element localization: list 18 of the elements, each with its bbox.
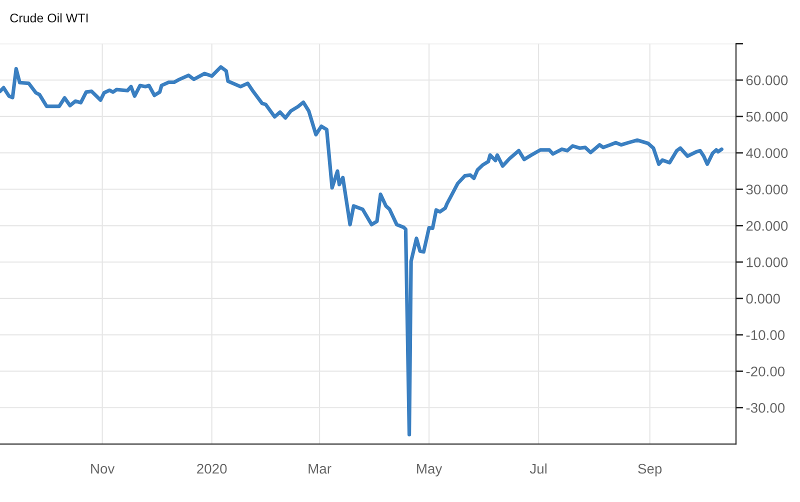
chart-title: Crude Oil WTI (10, 13, 88, 22)
x-tick-label: Sep (638, 464, 662, 476)
x-tick-label: Jul (530, 463, 546, 474)
y-tick-label: 20.000 (746, 220, 788, 231)
y-tick-label: 50.000 (746, 112, 788, 122)
x-tick-label: May (417, 464, 442, 476)
y-tick-label: 10.000 (746, 257, 788, 268)
y-tick-label: 40.000 (746, 148, 788, 158)
line-series (0, 65, 724, 436)
x-tick-label: 2020 (197, 464, 227, 474)
y-tick-label: 0.000 (746, 294, 780, 304)
y-tick-label: -10.00 (746, 330, 785, 340)
y-tick-label: 60.000 (746, 75, 788, 86)
y-tick-label: -30.00 (746, 402, 785, 413)
x-tick-label: Nov (91, 464, 115, 474)
y-tick-label: 30.000 (746, 184, 788, 194)
y-tick-label: -20.00 (746, 366, 785, 376)
x-tick-label: Mar (308, 464, 332, 474)
